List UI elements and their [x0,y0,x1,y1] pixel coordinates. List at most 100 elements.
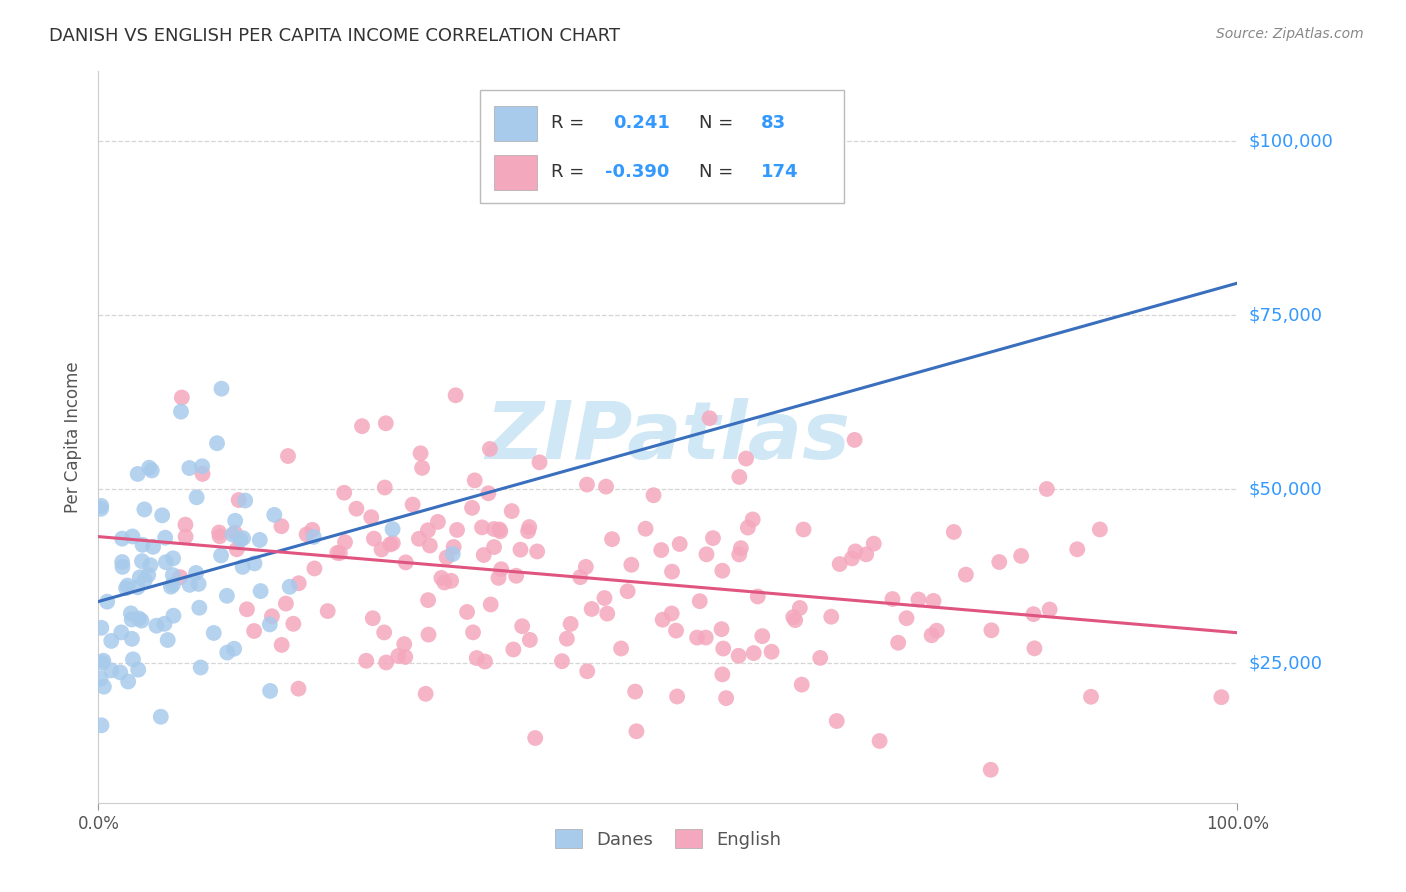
Point [375,656,398,670]
Point [270,519,292,533]
Point [295,527,318,541]
Point [316,604,339,618]
Point [925,624,948,638]
FancyBboxPatch shape [494,154,537,190]
Point [689,594,711,608]
Text: -0.390: -0.390 [605,163,669,181]
FancyBboxPatch shape [494,106,537,141]
Point [304,561,326,575]
Point [699,411,721,425]
Point [433,575,456,590]
Point [634,522,657,536]
Point [259,684,281,698]
Point [93,654,115,668]
Text: $100,000: $100,000 [1249,132,1333,150]
Point [555,632,578,646]
Point [224,641,246,656]
Point [411,461,433,475]
Point [208,525,231,540]
Point [711,667,734,681]
Point [121,529,143,543]
Point [249,533,271,547]
Point [626,724,648,739]
Point [921,628,943,642]
Point [665,624,688,638]
Point [187,577,209,591]
Point [661,607,683,621]
Point [215,589,238,603]
Point [131,614,153,628]
Point [727,648,749,663]
Point [517,524,540,539]
Point [179,578,201,592]
Point [416,593,439,607]
Point [489,562,512,576]
Point [517,520,540,534]
Point [169,570,191,584]
Text: N =: N = [699,163,733,181]
Point [127,663,149,677]
Point [808,651,831,665]
Point [188,600,211,615]
Point [942,524,965,539]
Point [162,577,184,591]
Point [249,584,271,599]
Point [170,404,193,418]
Point [825,714,848,728]
Point [120,607,142,621]
Point [350,419,373,434]
Point [710,622,733,636]
Point [575,560,598,574]
Point [600,532,623,546]
Point [111,532,134,546]
Legend: Danes, English: Danes, English [547,822,789,856]
Text: N =: N = [699,114,733,132]
Point [418,627,440,641]
Point [841,551,863,566]
Point [139,558,162,573]
Point [370,542,392,557]
Point [395,555,418,569]
Point [569,570,592,584]
Point [443,540,465,554]
Point [610,641,633,656]
Point [225,542,247,557]
Point [142,540,165,554]
Point [714,691,737,706]
Point [115,581,138,595]
Point [596,607,619,621]
Point [122,652,145,666]
Point [980,763,1002,777]
Point [283,616,305,631]
Point [287,681,309,696]
Point [111,555,134,569]
Point [270,638,292,652]
Point [581,602,603,616]
Point [128,570,150,584]
Text: Source: ZipAtlas.com: Source: ZipAtlas.com [1216,27,1364,41]
Point [488,571,510,585]
Point [820,609,842,624]
Point [110,625,132,640]
Point [488,523,510,537]
Point [221,527,243,541]
Point [955,567,977,582]
Point [90,718,112,732]
Point [980,624,1002,638]
Point [478,442,501,456]
Point [179,461,201,475]
Point [162,551,184,566]
Point [728,470,751,484]
Point [426,515,449,529]
Point [1080,690,1102,704]
Point [90,621,112,635]
Point [224,514,246,528]
Point [650,543,672,558]
Point [287,576,309,591]
Point [174,530,197,544]
FancyBboxPatch shape [479,90,845,203]
Point [1039,602,1062,616]
Point [695,547,717,561]
Point [501,504,523,518]
Point [869,734,891,748]
